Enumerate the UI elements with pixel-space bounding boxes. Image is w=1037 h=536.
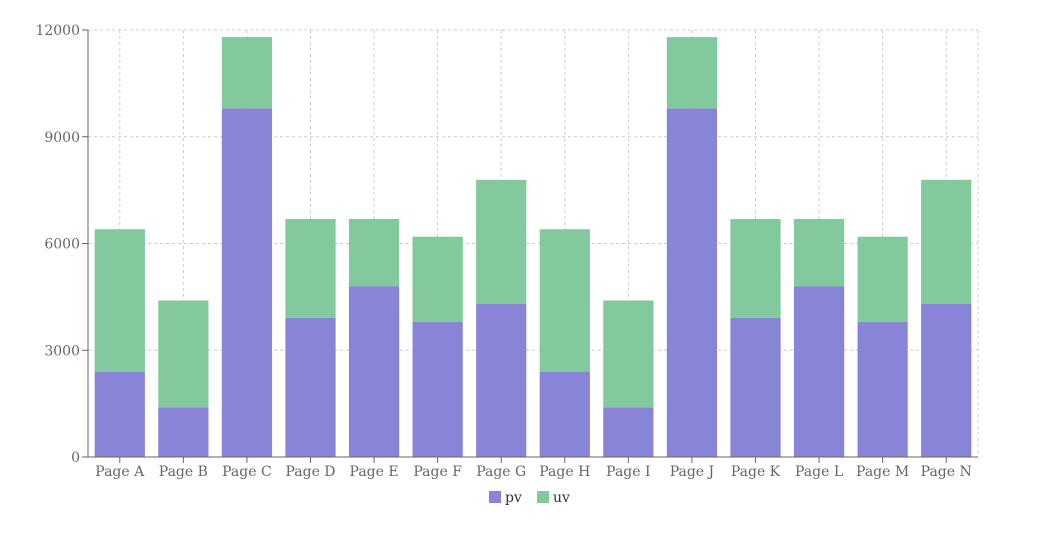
- x-tick-label: Page D: [285, 464, 335, 480]
- bar-uv-page-m: [857, 236, 908, 322]
- bar-pv-page-f: [412, 321, 463, 457]
- bar-uv-page-g: [476, 179, 527, 304]
- bar-pv-page-i: [603, 407, 654, 457]
- bars: [94, 37, 972, 458]
- x-tick-label: Page B: [159, 464, 208, 480]
- bar-pv-page-e: [348, 286, 400, 457]
- bar-uv-page-k: [730, 219, 781, 318]
- legend: pv uv: [489, 490, 570, 506]
- bar-pv-page-h: [539, 371, 590, 457]
- bar-pv-page-j: [666, 108, 718, 458]
- x-tick-label: Page G: [476, 464, 526, 480]
- bar-uv-page-d: [285, 219, 336, 318]
- x-tick-label: Page N: [921, 464, 972, 480]
- y-tick-label: 12000: [35, 23, 80, 39]
- bar-uv-page-e: [348, 218, 400, 287]
- bar-pv-page-d: [285, 317, 336, 457]
- x-tick-label: Page K: [731, 464, 781, 480]
- bar-pv-page-b: [158, 407, 209, 457]
- bar-uv-page-b: [158, 300, 209, 408]
- x-tick-label: Page F: [413, 464, 462, 480]
- y-tick-label: 0: [71, 450, 80, 466]
- x-tick-label: Page J: [670, 464, 714, 480]
- x-tick-label: Page I: [606, 464, 650, 480]
- bar-uv-page-f: [412, 236, 463, 322]
- bar-pv-page-c: [221, 108, 273, 458]
- bar-uv-page-j: [666, 37, 718, 109]
- bar-pv-page-n: [921, 303, 972, 457]
- bar-pv-page-l: [793, 286, 845, 457]
- legend-swatch-uv: [537, 491, 549, 503]
- bar-uv-page-c: [221, 37, 273, 109]
- bar-uv-page-a: [94, 229, 145, 372]
- bar-uv-page-h: [539, 229, 590, 372]
- x-tick-label: Page A: [95, 464, 145, 480]
- bar-uv-page-n: [921, 179, 972, 304]
- x-tick-label: Page H: [539, 464, 590, 480]
- bar-pv-page-k: [730, 317, 781, 457]
- y-tick-label: 6000: [44, 237, 80, 253]
- x-tick-label: Page C: [222, 464, 272, 480]
- bar-uv-page-l: [793, 218, 845, 287]
- legend-label-pv: pv: [505, 490, 522, 506]
- bar-pv-page-a: [94, 371, 145, 457]
- y-tick-label: 3000: [44, 343, 80, 359]
- x-tick-label: Page L: [795, 464, 843, 480]
- axes: 0 3000 6000 9000 12000 Page A Page B Page C Page…: [35, 23, 978, 480]
- bar-uv-page-i: [603, 300, 654, 408]
- x-tick-label: Page E: [350, 464, 399, 480]
- bar-pv-page-m: [857, 321, 908, 457]
- y-tick-label: 9000: [44, 130, 80, 146]
- x-tick-label: Page M: [856, 464, 909, 480]
- bar-pv-page-g: [476, 303, 527, 457]
- legend-swatch-pv: [489, 491, 501, 503]
- grid: [88, 29, 979, 457]
- legend-label-uv: uv: [553, 490, 570, 506]
